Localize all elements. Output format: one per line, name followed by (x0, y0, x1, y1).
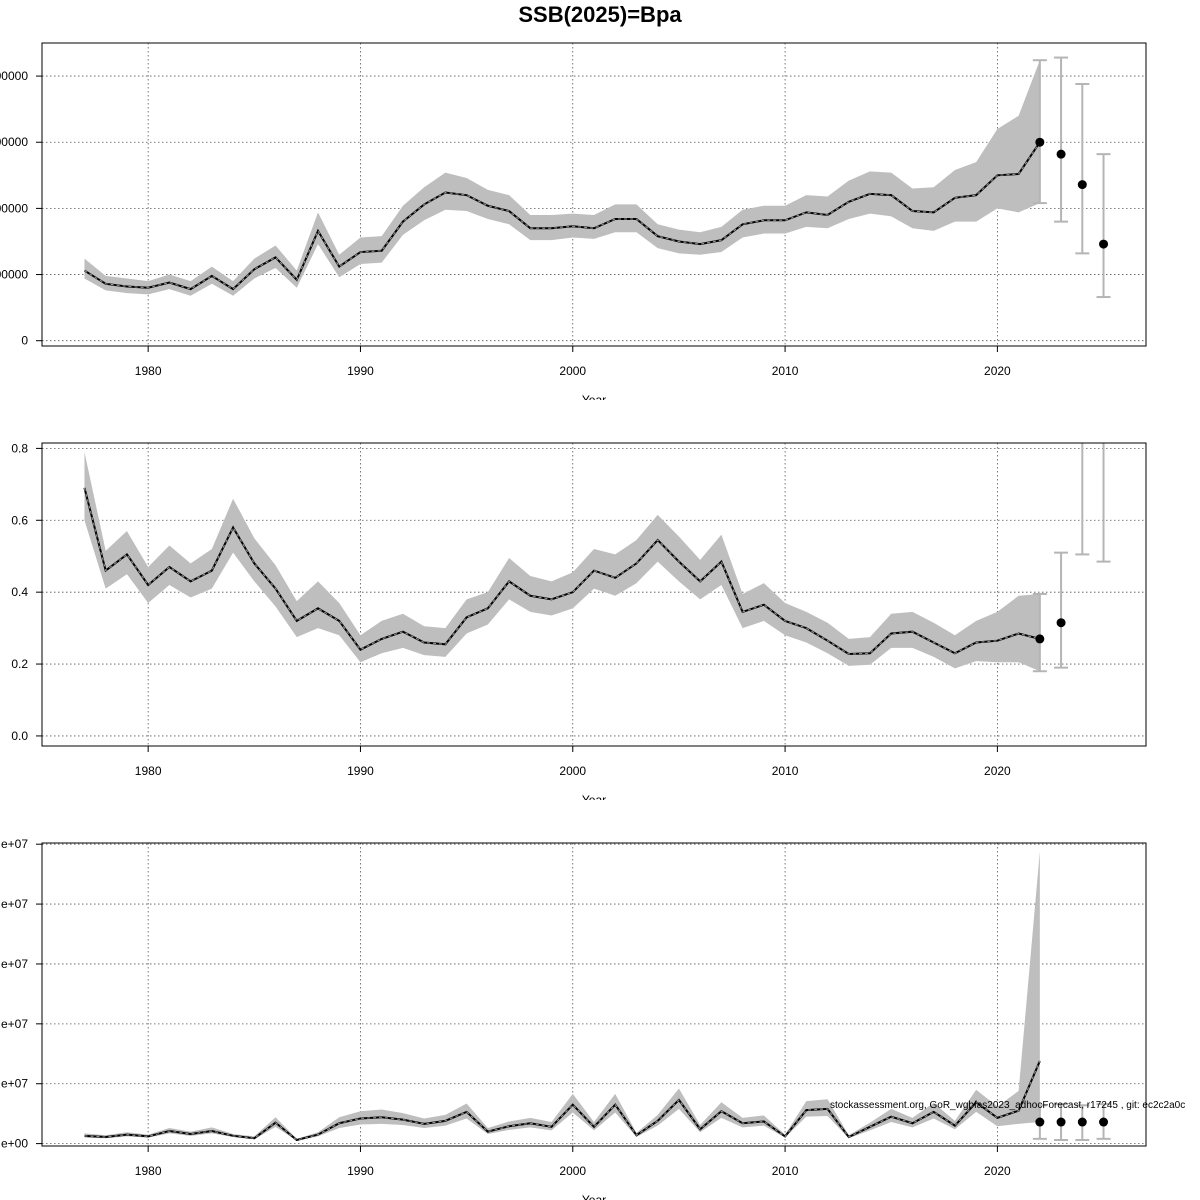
x-tick-label: 2000 (559, 364, 586, 378)
y-tick-label: e+07 (1, 837, 28, 851)
forecast-point (1056, 149, 1066, 159)
confidence-band (84, 451, 1040, 672)
x-tick-label: 1990 (347, 1164, 374, 1178)
confidence-band (84, 60, 1040, 296)
x-tick-label: 2010 (772, 364, 799, 378)
estimate-line-dash (84, 141, 1041, 290)
y-tick-label: 0.2 (11, 657, 28, 671)
panel-recruitment: 1980 1990 2000 2010 2020 e+00 e+07 e+07 e+07 e+07… (1, 837, 1147, 1200)
plot-area (83, 56, 1111, 299)
plot-frame (41, 842, 1147, 1147)
x-tick-label: 2020 (984, 1164, 1011, 1178)
confidence-band (84, 851, 1040, 1141)
y-tick-label: e+07 (1, 1017, 28, 1031)
forecast-point (1077, 1117, 1087, 1127)
x-tick-label: 1980 (135, 364, 162, 378)
forecast-point (1035, 137, 1045, 147)
y-tick-label: 0 (21, 334, 28, 348)
estimate-line-dash (83, 487, 1040, 655)
forecast-point (1099, 239, 1109, 249)
panel-ssb: 1980199020002010202000000000000000000000… (0, 42, 1147, 407)
panel-fishing-mortality: 1980 1990 2000 2010 2020 0.0 0.2 0.4 0.6 0.8 Year (11, 441, 1147, 807)
forecast-point (1077, 180, 1087, 190)
forecast-point (1035, 634, 1045, 644)
plot-frame (41, 442, 1147, 747)
y-tick-label: 0.0 (11, 729, 28, 743)
y-tick-label: e+07 (1, 897, 28, 911)
forecast-point (1056, 1117, 1066, 1127)
x-tick-label: 1980 (135, 764, 162, 778)
x-tick-label: 1990 (347, 364, 374, 378)
x-tick-label: 2020 (984, 364, 1011, 378)
x-tick-label: 2000 (559, 1164, 586, 1178)
y-tick-label: e+00 (1, 1137, 28, 1151)
x-tick-label: 1990 (347, 764, 374, 778)
estimate-line-dash (84, 1060, 1041, 1141)
footnote: stockassessment.org, GoR_wgbfas2023_adho… (830, 1100, 1185, 1111)
x-tick-label: 2000 (559, 764, 586, 778)
y-tick-label: 0.6 (11, 513, 28, 527)
x-axis-label: Year (582, 1193, 606, 1200)
x-axis-label: Year (582, 793, 606, 807)
forecast-point (1056, 618, 1066, 628)
forecast-point (1035, 1117, 1045, 1127)
plot-area (83, 443, 1111, 673)
x-tick-label: 2020 (984, 764, 1011, 778)
x-axis-label: Year (582, 393, 606, 407)
x-tick-label: 2010 (772, 1164, 799, 1178)
y-tick-label: 0.4 (11, 585, 28, 599)
x-tick-label: 1980 (135, 1164, 162, 1178)
y-tick-label: e+07 (1, 1077, 28, 1091)
plot-frame (41, 42, 1147, 347)
forecast-point (1099, 1117, 1109, 1127)
plot-area (84, 851, 1111, 1142)
x-tick-label: 2010 (772, 764, 799, 778)
y-tick-label: 0.8 (11, 441, 28, 455)
chart-title: SSB(2025)=Bpa (518, 2, 682, 27)
y-tick-label: e+07 (1, 957, 28, 971)
